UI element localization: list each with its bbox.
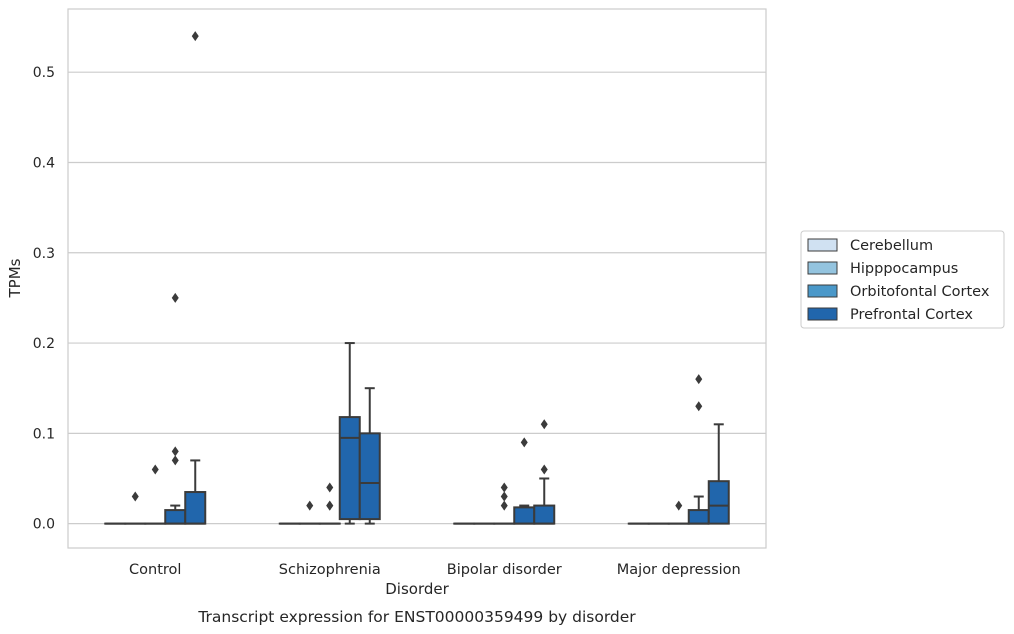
outlier-point bbox=[500, 500, 508, 511]
box-body bbox=[358, 432, 381, 521]
legend: Cerebellum Hipppocampus Orbitofontal Corte… bbox=[800, 230, 1005, 329]
box-2 bbox=[124, 491, 147, 525]
outlier-point bbox=[540, 464, 548, 475]
y-tick-label: 0.1 bbox=[33, 426, 55, 442]
box-body bbox=[338, 416, 361, 521]
chart-caption: Transcript expression for ENST0000035949… bbox=[197, 608, 636, 626]
outlier-point bbox=[695, 374, 703, 385]
plot-frame bbox=[67, 8, 767, 549]
box-body bbox=[707, 480, 730, 525]
x-tick-labels: Control Schizophrenia Bipolar disorder Majo… bbox=[129, 562, 741, 578]
legend-swatch bbox=[807, 307, 838, 321]
outlier-point bbox=[131, 491, 139, 502]
box-5 bbox=[707, 423, 730, 525]
legend-swatch bbox=[807, 284, 838, 298]
outlier-point bbox=[695, 401, 703, 412]
box-2 bbox=[298, 500, 321, 525]
box-4 bbox=[687, 374, 710, 525]
box-body bbox=[687, 509, 710, 525]
box-body bbox=[184, 491, 207, 525]
outlier-point bbox=[326, 482, 334, 493]
category-group bbox=[104, 31, 207, 525]
category-group bbox=[453, 419, 556, 525]
box-4 bbox=[338, 342, 361, 525]
box-4 bbox=[164, 292, 187, 525]
category-group bbox=[278, 342, 381, 525]
outlier-point bbox=[500, 482, 508, 493]
y-tick-label: 0.2 bbox=[33, 336, 55, 352]
category-group bbox=[627, 374, 730, 525]
x-axis-label: Disorder bbox=[385, 580, 449, 598]
outlier-point bbox=[326, 500, 334, 511]
legend-label: Orbitofontal Cortex bbox=[850, 284, 990, 300]
box-3 bbox=[493, 482, 516, 525]
y-tick-labels: 0.0 0.1 0.2 0.3 0.4 0.5 bbox=[33, 65, 55, 532]
legend-swatch bbox=[807, 261, 838, 275]
box-5 bbox=[358, 387, 381, 525]
outlier-point bbox=[520, 437, 528, 448]
y-tick-label: 0.5 bbox=[33, 65, 55, 81]
outlier-point bbox=[540, 419, 548, 430]
legend-label: Cerebellum bbox=[850, 238, 933, 254]
box-body bbox=[533, 504, 556, 525]
box-groups bbox=[104, 31, 730, 525]
box-5 bbox=[184, 31, 207, 525]
x-tick-label: Major depression bbox=[617, 562, 741, 578]
outlier-point bbox=[171, 292, 179, 303]
y-tick-label: 0.0 bbox=[33, 517, 55, 533]
outlier-point bbox=[171, 455, 179, 466]
x-tick-label: Schizophrenia bbox=[279, 562, 381, 578]
outlier-point bbox=[500, 491, 508, 502]
y-tick-label: 0.3 bbox=[33, 246, 55, 262]
box-3 bbox=[144, 464, 167, 525]
box-3 bbox=[667, 500, 690, 525]
legend-frame bbox=[800, 230, 1005, 329]
box-3 bbox=[318, 482, 341, 525]
outlier-point bbox=[191, 31, 199, 42]
y-tick-label: 0.4 bbox=[33, 155, 55, 171]
outlier-point bbox=[171, 446, 179, 457]
legend-label: Prefrontal Cortex bbox=[850, 307, 973, 323]
outlier-point bbox=[675, 500, 683, 511]
legend-label: Hipppocampus bbox=[850, 261, 958, 277]
legend-swatch bbox=[807, 238, 838, 252]
box-4 bbox=[513, 437, 536, 525]
y-axis-label: TPMs bbox=[6, 258, 24, 298]
box-body bbox=[164, 509, 187, 525]
outlier-point bbox=[306, 500, 314, 511]
box-body bbox=[513, 506, 536, 525]
outlier-point bbox=[151, 464, 159, 475]
x-tick-label: Control bbox=[129, 562, 181, 578]
box-5 bbox=[533, 419, 556, 525]
x-tick-label: Bipolar disorder bbox=[447, 562, 562, 578]
